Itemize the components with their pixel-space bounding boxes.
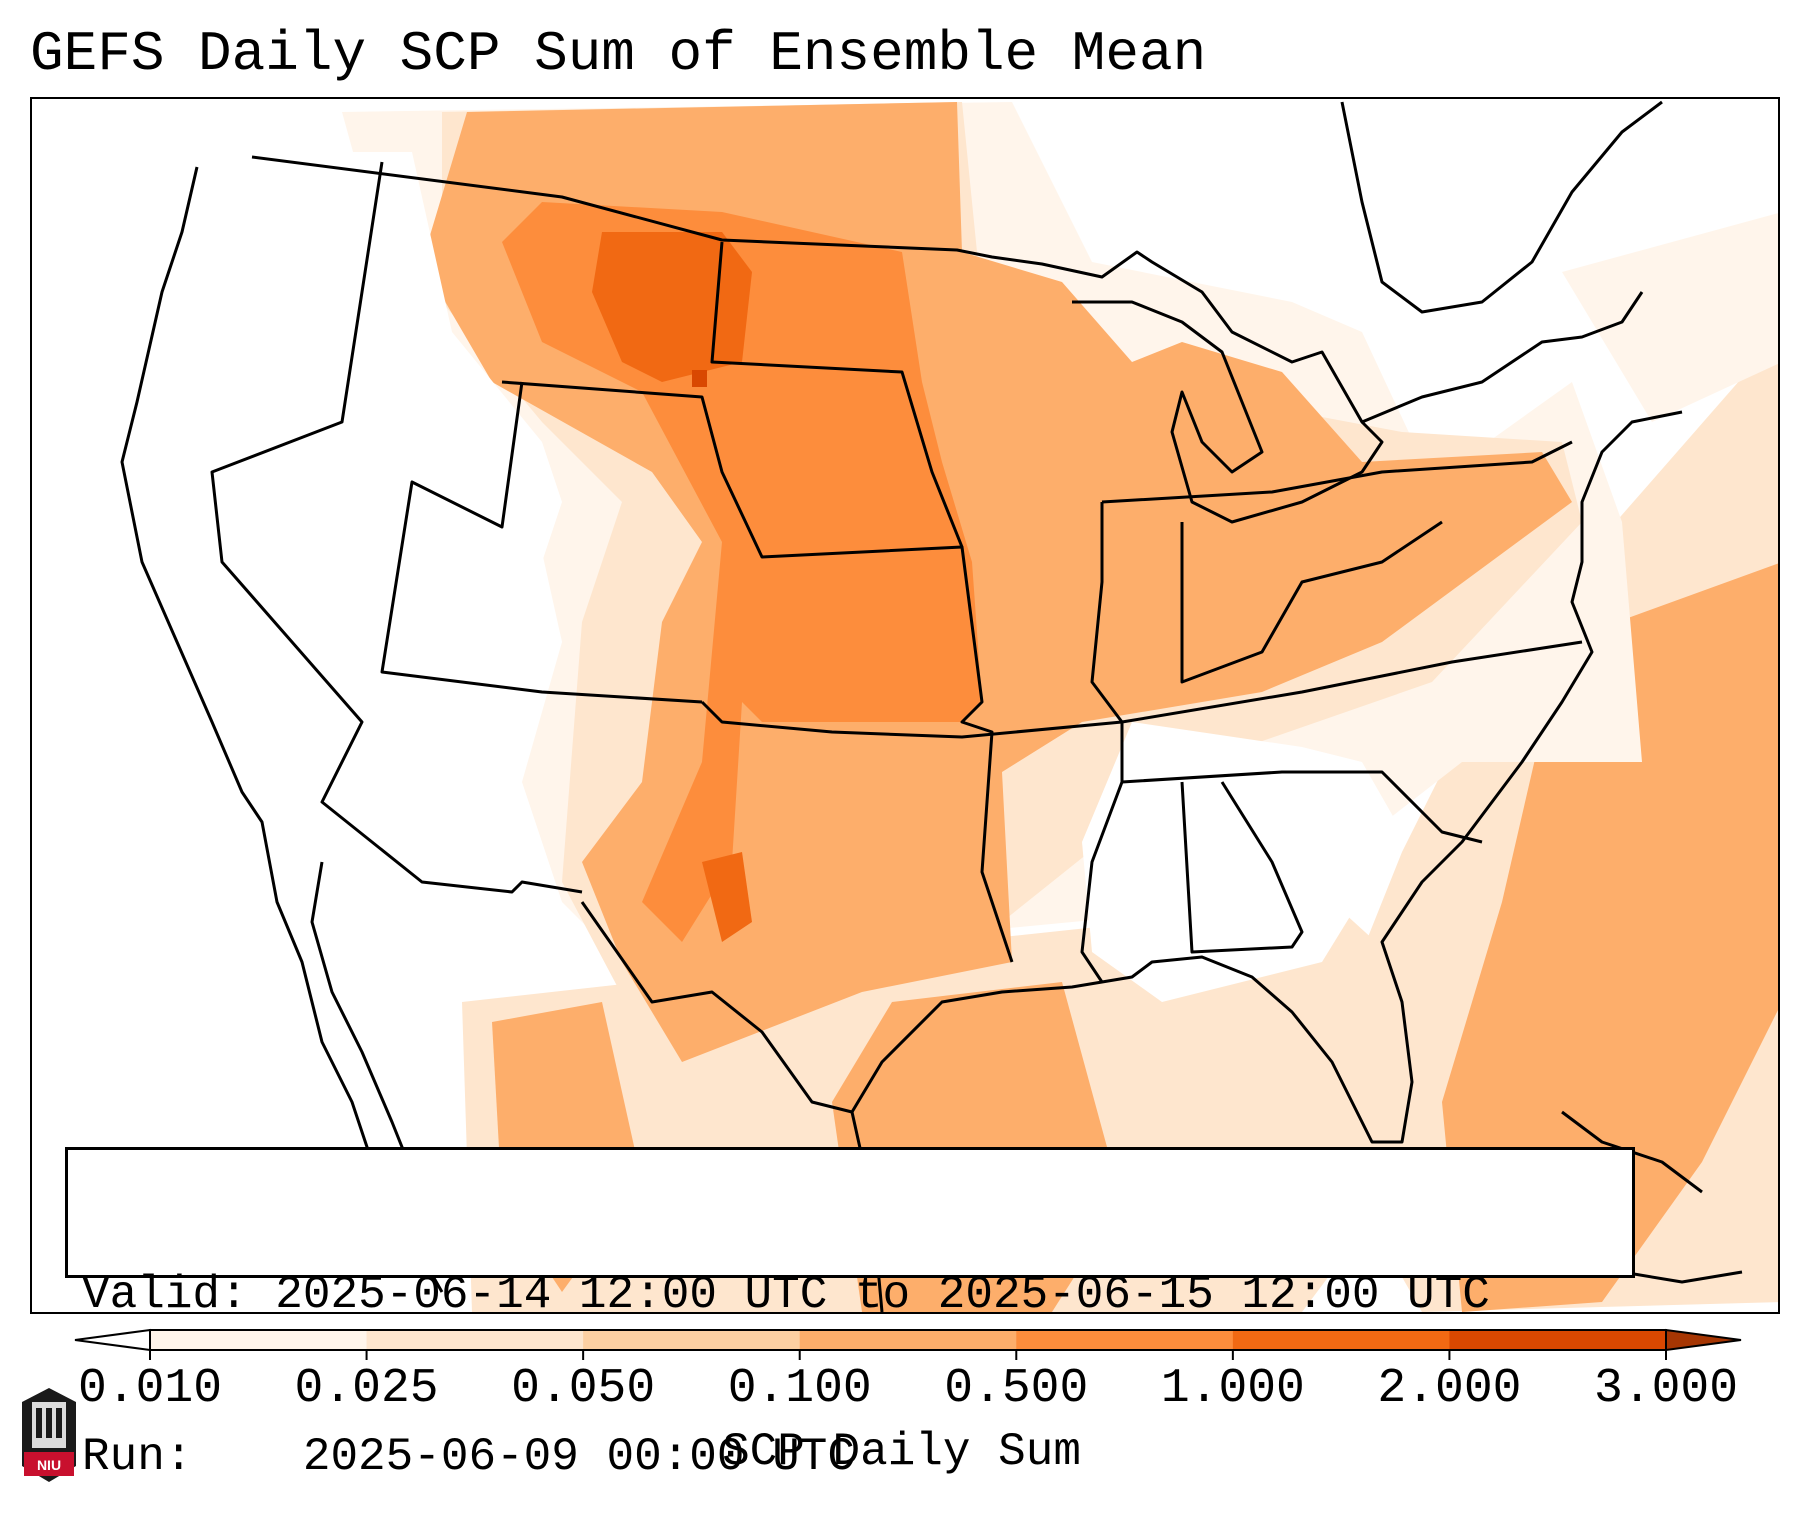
colorbar-segment — [1449, 1330, 1667, 1350]
colorbar-tick-label: 0.050 — [511, 1362, 656, 1416]
valid-label: Valid: — [82, 1269, 248, 1321]
chart-title: GEFS Daily SCP Sum of Ensemble Mean — [30, 22, 1207, 86]
colorbar-segment — [1232, 1330, 1450, 1350]
state-lines-plains — [710, 241, 964, 548]
colorbar-tick-label: 0.100 — [727, 1362, 872, 1416]
run-row: Run: 2025-06-09 00:00 UTC — [82, 1430, 1618, 1484]
colorbar — [74, 1328, 1742, 1360]
great-basin-clear — [152, 152, 562, 922]
atlantic-plume — [1442, 563, 1778, 1312]
texas-intense — [702, 852, 752, 942]
southeast-clear — [1082, 722, 1402, 1002]
montana-intense — [692, 370, 707, 387]
logo-red-band — [24, 1452, 74, 1476]
canada-border — [251, 155, 1644, 424]
state-lines-mississippi — [1080, 502, 1124, 983]
colorbar-segment — [1016, 1330, 1234, 1350]
pacific-coast — [120, 166, 444, 1293]
great-lakes — [1072, 300, 1384, 524]
colorbar-extend-min — [74, 1328, 151, 1352]
state-lines-interior — [501, 380, 1014, 963]
gulf-coast — [580, 410, 1683, 1144]
colorbar-tick-label: 0.025 — [294, 1362, 439, 1416]
colorbar-tick-label: 1.000 — [1160, 1362, 1305, 1416]
colorbar-segment — [583, 1330, 801, 1350]
baja-peninsula — [310, 861, 414, 1173]
niu-logo: NIU — [22, 1388, 76, 1482]
state-lines-south — [1121, 770, 1483, 844]
map-frame — [30, 97, 1780, 1314]
colorbar-outline — [149, 1329, 1667, 1351]
state-lines-central — [700, 640, 1583, 739]
colorbar-tick-label: 2.000 — [1377, 1362, 1522, 1416]
colorbar-tick-label: 0.010 — [77, 1362, 223, 1416]
state-lines-west — [210, 161, 583, 894]
colorbar-segment — [799, 1330, 1017, 1350]
logo-text: NIU — [37, 1457, 61, 1473]
colorbar-tick-label: 0.500 — [944, 1362, 1089, 1416]
colorbar-extend-max — [1665, 1328, 1742, 1352]
colorbar-tick-label: 3.000 — [1593, 1362, 1739, 1416]
state-lines-ohio — [1180, 520, 1443, 684]
plains-strong — [502, 202, 982, 942]
colorbar-segment — [150, 1330, 368, 1350]
state-lines-rockies — [380, 381, 703, 704]
map-borders — [120, 100, 1743, 1312]
valid-row: Valid: 2025-06-14 12:00 UTC to 2025-06-1… — [82, 1268, 1618, 1322]
colorbar-label: SCP Daily Sum — [722, 1426, 1081, 1478]
state-lines-georgia — [1180, 781, 1304, 954]
info-box: Valid: 2025-06-14 12:00 UTC to 2025-06-1… — [65, 1147, 1635, 1483]
run-value: 2025-06-09 00:00 UTC — [302, 1431, 855, 1483]
state-lines-east — [1101, 440, 1573, 504]
colorbar-segment — [366, 1330, 584, 1350]
run-label: Run: — [82, 1431, 193, 1483]
northern-canada-lines — [1340, 100, 1663, 314]
map-canvas — [120, 100, 1778, 1312]
valid-value: 2025-06-14 12:00 UTC to 2025-06-15 12:00… — [275, 1269, 1490, 1321]
atlantic-plume-faint — [1562, 213, 1778, 422]
